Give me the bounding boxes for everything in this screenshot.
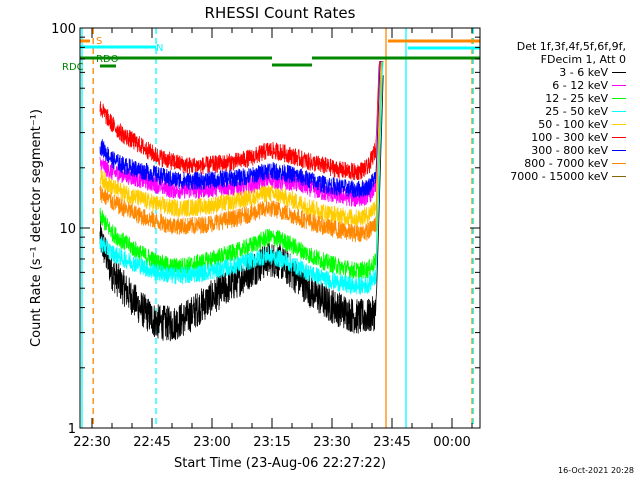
series-line-3 bbox=[99, 61, 384, 295]
legend-header-line-2: FDecim 1, Att 0 bbox=[540, 53, 626, 66]
series-line-4 bbox=[99, 61, 384, 227]
plot-frame bbox=[79, 27, 481, 429]
legend: Det 1f,3f,4f,5f,6f,9f, FDecim 1, Att 0 3… bbox=[480, 40, 630, 183]
series-line-5 bbox=[99, 61, 384, 181]
legend-entry: 7000 - 15000 keV bbox=[480, 170, 630, 183]
attenuator-label: S bbox=[96, 36, 102, 47]
series-line-7 bbox=[99, 61, 384, 243]
legend-label: 300 - 800 keV bbox=[531, 144, 608, 157]
legend-swatch bbox=[612, 72, 626, 73]
legend-label: 25 - 50 keV bbox=[545, 105, 608, 118]
legend-entry: 300 - 800 keV bbox=[480, 144, 630, 157]
chart-title: RHESSI Count Rates bbox=[205, 4, 356, 22]
y-tick-label: 10 bbox=[59, 222, 76, 237]
legend-swatch bbox=[612, 85, 626, 86]
legend-swatch bbox=[612, 150, 626, 151]
legend-swatch bbox=[612, 111, 626, 112]
legend-swatch bbox=[612, 137, 626, 138]
legend-label: 50 - 100 keV bbox=[538, 118, 608, 131]
legend-swatch bbox=[612, 124, 626, 125]
x-tick-label: 22:30 bbox=[73, 435, 110, 450]
y-axis-label: Count Rate (s⁻¹ detector segment⁻¹) bbox=[29, 109, 44, 347]
legend-label: 12 - 25 keV bbox=[545, 92, 608, 105]
legend-entry: 25 - 50 keV bbox=[480, 105, 630, 118]
series-line-2 bbox=[99, 61, 384, 280]
axes: 1 10 100 22:30 22:45 23:00 23:15 23:30 23:45 00:0… bbox=[51, 22, 480, 450]
legend-header-line-1: Det 1f,3f,4f,5f,6f,9f, bbox=[516, 40, 626, 53]
legend-entry: 12 - 25 keV bbox=[480, 92, 630, 105]
x-tick-label: 22:45 bbox=[133, 435, 170, 450]
series-line-1 bbox=[99, 61, 384, 207]
x-tick-label: 23:00 bbox=[193, 435, 230, 450]
legend-swatch bbox=[612, 163, 626, 164]
x-tick-label: 23:15 bbox=[253, 435, 290, 450]
x-tick-label: 23:30 bbox=[313, 435, 350, 450]
legend-label: 100 - 300 keV bbox=[531, 131, 608, 144]
x-tick-label: 23:45 bbox=[373, 435, 410, 450]
legend-entry: 100 - 300 keV bbox=[480, 131, 630, 144]
rdo-label: RDO bbox=[96, 54, 119, 65]
legend-swatch bbox=[612, 176, 626, 177]
y-tick-label: 100 bbox=[51, 22, 76, 37]
x-tick-label: 00:00 bbox=[433, 435, 470, 450]
legend-label: 6 - 12 keV bbox=[552, 79, 608, 92]
legend-label: 7000 - 15000 keV bbox=[510, 170, 608, 183]
legend-entry: 800 - 7000 keV bbox=[480, 157, 630, 170]
legend-entry: 3 - 6 keV bbox=[480, 66, 630, 79]
legend-swatch bbox=[612, 98, 626, 99]
plot-marks: S N RDO RDC bbox=[62, 28, 480, 428]
legend-label: 3 - 6 keV bbox=[559, 66, 608, 79]
night-label: N bbox=[156, 43, 163, 54]
rdc-label: RDC bbox=[62, 62, 84, 73]
y-tick-label: 1 bbox=[68, 422, 76, 437]
legend-entry: 50 - 100 keV bbox=[480, 118, 630, 131]
x-axis-label: Start Time (23-Aug-06 22:27:22) bbox=[174, 456, 386, 471]
footer-timestamp: 16-Oct-2021 20:28 bbox=[558, 466, 634, 475]
legend-entry: 6 - 12 keV bbox=[480, 79, 630, 92]
series-line-6 bbox=[99, 61, 384, 199]
legend-label: 800 - 7000 keV bbox=[524, 157, 608, 170]
